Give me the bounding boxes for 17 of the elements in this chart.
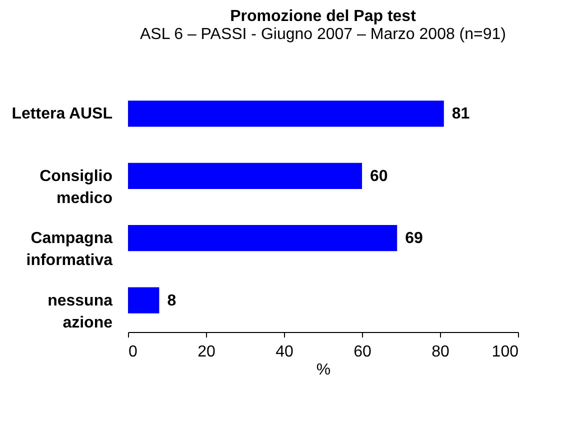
x-tick-label: 60: [354, 344, 372, 360]
chart-title: Promozione del Pap test: [230, 8, 417, 25]
data-label: 69: [405, 230, 423, 248]
data-label: 60: [370, 168, 388, 185]
y-tick-label: nessuna azione: [48, 292, 113, 332]
x-tick-label: 100: [492, 344, 519, 360]
data-label: 81: [452, 106, 470, 123]
chart-subtitle: ASL 6 – PASSI - Giugno 2007 – Marzo 2008 (n=91): [140, 26, 506, 43]
x-tick-label: 20: [198, 344, 216, 360]
y-tick-label: Lettera AUSL: [12, 106, 113, 123]
x-tick-label: 80: [432, 344, 450, 360]
y-tick-label: Campagna informativa: [26, 230, 113, 270]
x-axis-title: %: [316, 362, 331, 378]
x-tick-label: 0: [128, 344, 138, 360]
y-tick-label: Consiglio medico: [40, 168, 113, 207]
data-label: 8: [167, 292, 176, 310]
x-tick-label: 40: [276, 344, 294, 360]
